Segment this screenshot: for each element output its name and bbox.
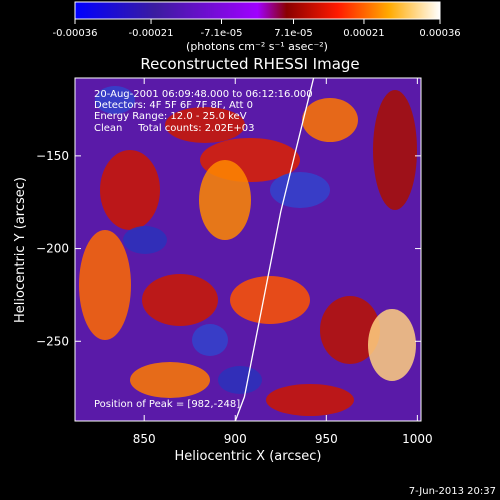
solar-limb-line (234, 78, 315, 421)
chart-title: Reconstructed RHESSI Image (140, 55, 359, 73)
colorbar-tick-label: 0.00036 (419, 28, 460, 39)
x-tick-label: 1000 (402, 432, 433, 446)
colorbar (74, 1, 441, 20)
x-tick-label: 850 (133, 432, 156, 446)
annotation-time-range: 20-Aug-2001 06:09:48.000 to 06:12:16.000 (94, 89, 313, 100)
colorbar-tick-label: 7.1e-05 (274, 28, 312, 39)
annotation-energy-range: Energy Range: 12.0 - 25.0 keV (94, 111, 247, 122)
y-tick-label: −250 (36, 334, 69, 348)
x-tick-label: 900 (224, 432, 247, 446)
y-tick-label: −150 (36, 149, 69, 163)
colorbar-tick-label: 0.00021 (343, 28, 384, 39)
peak-position-label: Position of Peak = [982,-248] (94, 399, 240, 410)
plot-frame (74, 77, 422, 422)
y-axis-label: Heliocentric Y (arcsec) (13, 177, 28, 323)
y-axis-ticks: −150 −200 −250 (36, 149, 421, 348)
heatmap-image (75, 78, 421, 421)
colorbar-unit-label: (photons cm⁻² s⁻¹ asec⁻²) (186, 40, 328, 53)
colorbar-tick-label: -0.00021 (129, 28, 174, 39)
colorbar-tick-label: -0.00036 (53, 28, 98, 39)
x-tick-label: 950 (315, 432, 338, 446)
x-axis-label: Heliocentric X (arcsec) (175, 449, 322, 464)
colorbar-tick-label: -7.1e-05 (201, 28, 243, 39)
footer-timestamp: 7-Jun-2013 20:37 (409, 486, 496, 497)
colorbar-ticks: -0.00036 -0.00021 -7.1e-05 7.1e-05 0.00021 0.… (53, 19, 461, 39)
annotation-detectors: Detectors: 4F 5F 6F 7F 8F, Att 0 (94, 100, 253, 111)
x-axis-ticks: 850 900 950 1000 (133, 78, 433, 446)
annotation-clean-counts: Clean Total counts: 2.02E+03 (94, 123, 254, 134)
y-tick-label: −200 (36, 242, 69, 256)
